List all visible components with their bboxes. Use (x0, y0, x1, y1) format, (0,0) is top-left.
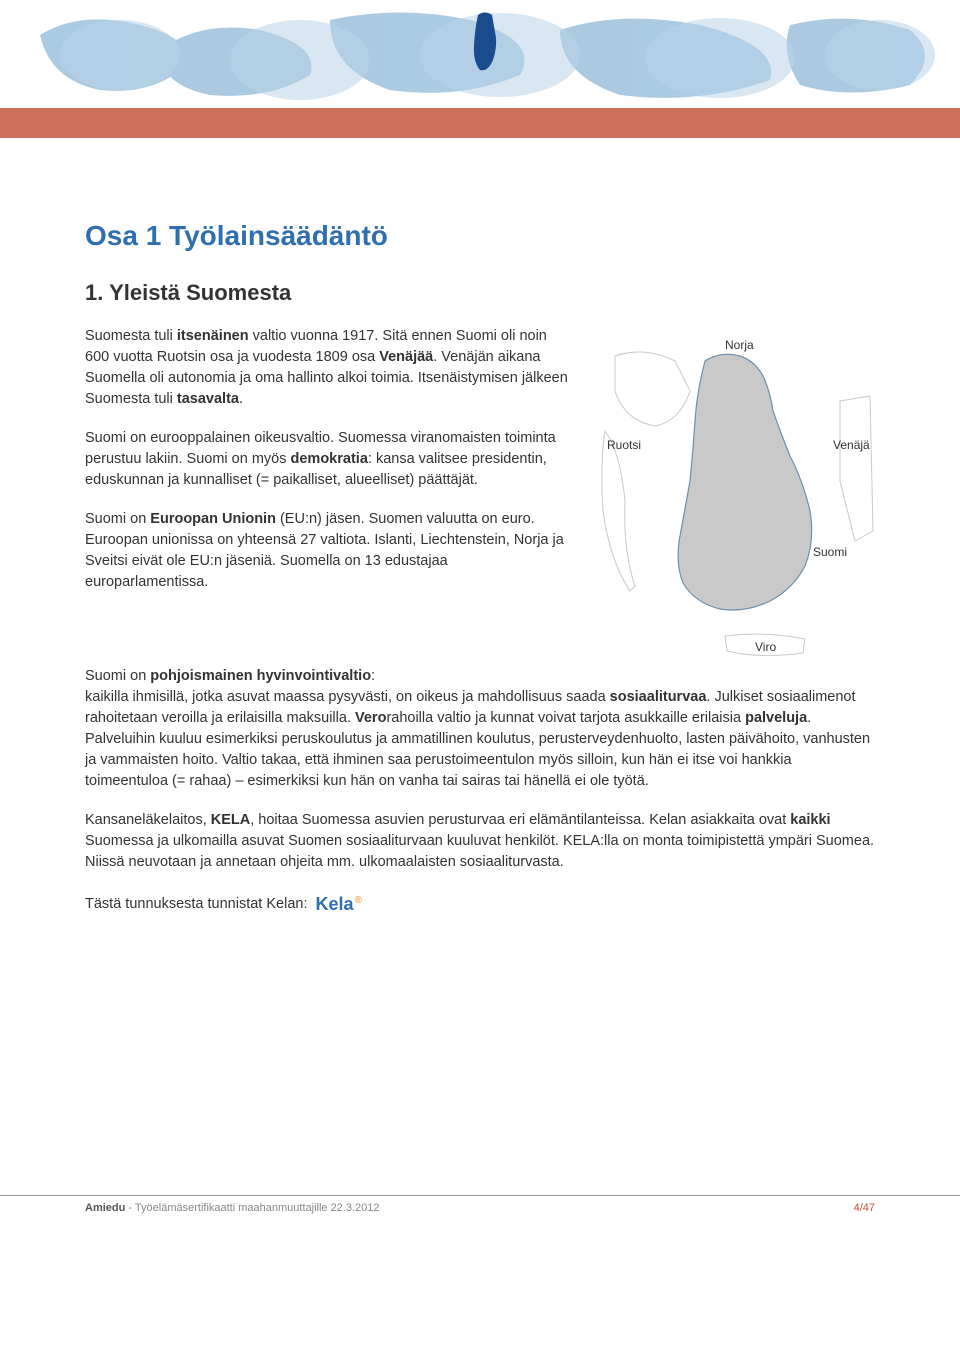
finland-map-column: Norja Ruotsi Venäjä Suomi Viro (595, 326, 875, 666)
map-label-ruotsi: Ruotsi (607, 438, 641, 452)
page-content: Osa 1 Työlainsäädäntö 1. Yleistä Suomest… (0, 140, 960, 975)
bold-word: Vero (355, 710, 386, 726)
map-label-norja: Norja (725, 338, 754, 352)
paragraph-6: Tästä tunnuksesta tunnistat Kelan: Kela® (85, 891, 875, 917)
page-footer: Amiedu - Työelämäsertifikaatti maahanmuu… (0, 1195, 960, 1234)
bold-word: itsenäinen (177, 328, 249, 344)
intro-text-column: Suomesta tuli itsenäinen valtio vuonna 1… (85, 326, 575, 611)
bold-word: Euroopan Unionin (150, 511, 276, 527)
paragraph-2: Suomi on eurooppalainen oikeusvaltio. Su… (85, 428, 575, 491)
map-label-suomi: Suomi (813, 545, 847, 559)
bold-word: Venäjää (379, 349, 433, 365)
main-title: Osa 1 Työlainsäädäntö (85, 220, 875, 252)
bold-word: pohjoismainen hyvinvointivaltio (150, 668, 371, 684)
kela-logo-text: Kela (316, 894, 354, 914)
paragraph-4: Suomi on pohjoismainen hyvinvointivaltio… (85, 666, 875, 792)
bold-word: kaikki (790, 812, 830, 828)
bold-word: KELA (211, 812, 250, 828)
finland-map: Norja Ruotsi Venäjä Suomi Viro (595, 331, 875, 661)
bold-word: tasavalta (177, 391, 239, 407)
page-header (0, 0, 960, 140)
footer-pagenum: 4/47 (854, 1202, 875, 1214)
map-label-viro: Viro (755, 640, 776, 654)
intro-two-column: Suomesta tuli itsenäinen valtio vuonna 1… (85, 326, 875, 666)
paragraph-1: Suomesta tuli itsenäinen valtio vuonna 1… (85, 326, 575, 410)
bold-word: sosiaaliturvaa (610, 689, 707, 705)
paragraph-5: Kansaneläkelaitos, KELA, hoitaa Suomessa… (85, 810, 875, 873)
map-label-venaja: Venäjä (833, 438, 870, 452)
kela-logo: Kela® (316, 891, 362, 917)
kela-logo-sup: ® (355, 895, 362, 906)
bold-word: palveluja (745, 710, 807, 726)
section-title: 1. Yleistä Suomesta (85, 280, 875, 306)
world-map-banner (0, 0, 960, 110)
footer-left: Amiedu - Työelämäsertifikaatti maahanmuu… (85, 1202, 380, 1214)
footer-rest: - Työelämäsertifikaatti maahanmuuttajill… (125, 1202, 379, 1214)
paragraph-3: Suomi on Euroopan Unionin (EU:n) jäsen. … (85, 509, 575, 593)
kela-recognition-label: Tästä tunnuksesta tunnistat Kelan: (85, 896, 307, 912)
bold-word: demokratia (291, 451, 368, 467)
orange-divider-bar (0, 110, 960, 138)
footer-brand: Amiedu (85, 1202, 125, 1214)
